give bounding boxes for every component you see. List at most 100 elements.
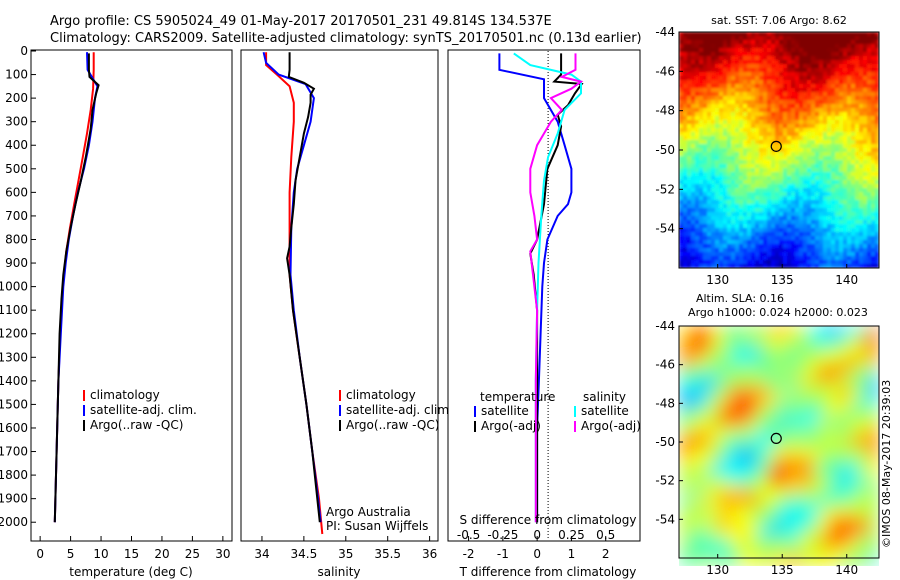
sst-cell [803,148,807,152]
sst-cell [679,244,683,248]
sst-cell [683,172,687,176]
sla-cell [759,356,769,366]
sst-cell [695,148,699,152]
sla-cell [809,386,819,396]
sst-cell [739,252,743,256]
sst-cell [763,140,767,144]
sst-cell [803,112,807,116]
sst-cell [691,64,695,68]
sst-cell [875,180,879,184]
sst-cell [715,192,719,196]
sla-cell [689,516,699,526]
sst-cell [727,164,731,168]
sst-cell [871,76,875,80]
sla-cell [749,446,759,456]
sst-cell [735,80,739,84]
sst-cell [827,200,831,204]
sst-cell [707,216,711,220]
depth-ticks: 0100200300400500600700800900100011001200… [0,44,36,529]
sst-cell [775,56,779,60]
sst-cell [739,60,743,64]
sst-cell [855,240,859,244]
sla-cell [819,556,829,566]
sla-cell [729,536,739,546]
sst-cell [783,208,787,212]
sst-cell [771,96,775,100]
sst-cell [715,68,719,72]
sst-cell [827,264,831,268]
argo-australia-label: Argo Australia [326,505,411,519]
sst-cell [851,64,855,68]
sst-cell [791,208,795,212]
sst-cell [783,236,787,240]
sst-cell [715,212,719,216]
sla-cell [829,476,839,486]
sst-cell [683,204,687,208]
sst-cell [723,92,727,96]
sst-cell [695,228,699,232]
sla-cell [839,416,849,426]
sst-cell [823,68,827,72]
sst-cell [807,252,811,256]
sst-cell [787,160,791,164]
sst-cell [815,76,819,80]
sst-cell [715,64,719,68]
map-lat-tick-label: -46 [655,64,675,78]
sst-cell [759,92,763,96]
sst-cell [707,104,711,108]
sst-cell [859,208,863,212]
sst-cell [775,36,779,40]
sst-cell [859,32,863,36]
sst-cell [791,76,795,80]
sst-cell [731,160,735,164]
sst-cell [775,88,779,92]
sst-cell [703,144,707,148]
sst-cell [803,52,807,56]
sst-cell [823,44,827,48]
sla-cell [679,516,689,526]
sst-cell [759,212,763,216]
sst-cell [727,264,731,268]
sst-cell [803,68,807,72]
sst-cell [699,168,703,172]
sst-cell [799,224,803,228]
sst-cell [859,152,863,156]
sst-cell [827,80,831,84]
sst-cell [759,240,763,244]
sst-cell [811,260,815,264]
sst-cell [723,232,727,236]
sst-cell [679,136,683,140]
sst-cell [843,36,847,40]
sst-cell [767,152,771,156]
sst-cell [787,136,791,140]
sst-cell [811,128,815,132]
sst-cell [763,192,767,196]
sst-cell [703,64,707,68]
sst-cell [747,252,751,256]
sst-cell [863,264,867,268]
sst-cell [803,80,807,84]
sla-cell [699,416,709,426]
sst-cell [819,180,823,184]
sst-cell [807,108,811,112]
sst-cell [719,52,723,56]
sla-cell [729,486,739,496]
sst-cell [679,236,683,240]
sst-cell [707,260,711,264]
sst-cell [703,244,707,248]
sst-cell [771,220,775,224]
sst-cell [791,156,795,160]
sst-cell [723,256,727,260]
sst-cell [835,140,839,144]
sst-cell [763,248,767,252]
sst-cell [851,140,855,144]
sst-cell [799,104,803,108]
sst-cell [751,60,755,64]
sst-cell [823,32,827,36]
sst-cell [863,232,867,236]
sst-cell [679,124,683,128]
sst-cell [679,44,683,48]
sst-cell [787,44,791,48]
sst-cell [759,156,763,160]
